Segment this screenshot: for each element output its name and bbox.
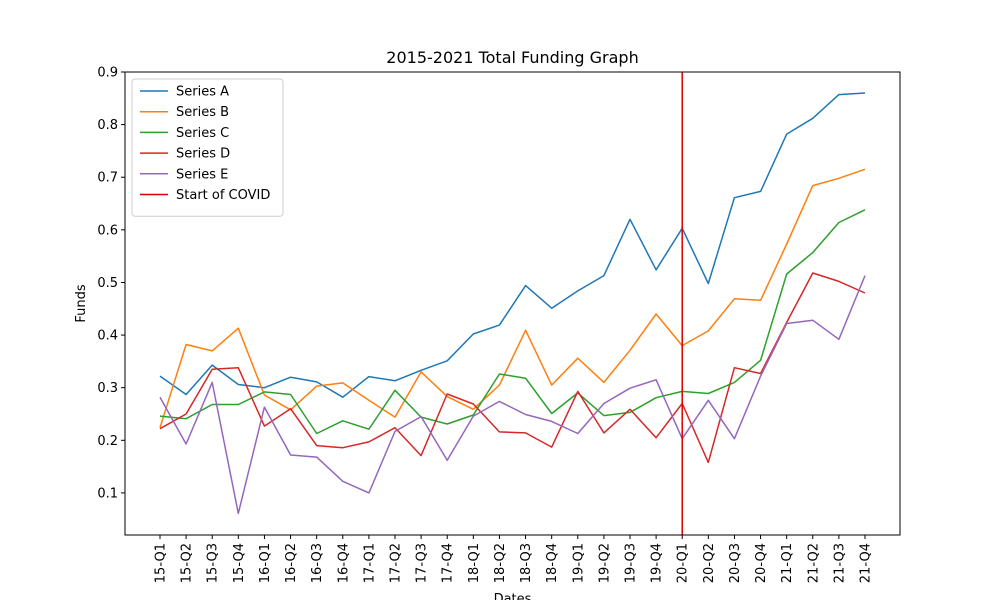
x-tick-label: 15-Q3 bbox=[206, 543, 221, 583]
x-tick-label: 21-Q4 bbox=[859, 543, 874, 583]
y-tick-label: 0.6 bbox=[97, 223, 118, 238]
y-tick-label: 0.1 bbox=[97, 486, 118, 501]
x-tick-label: 15-Q4 bbox=[232, 543, 247, 583]
x-tick-label: 19-Q4 bbox=[650, 543, 665, 583]
x-tick-label: 17-Q2 bbox=[389, 543, 404, 583]
legend-box bbox=[131, 78, 284, 217]
x-tick-label: 21-Q2 bbox=[806, 543, 821, 583]
x-tick-label: 20-Q1 bbox=[676, 543, 691, 583]
y-axis: 0.1 0.2 0.3 0.4 0.5 0.6 0.7 0.8 0.9 bbox=[97, 66, 125, 501]
x-tick-label: 15-Q1 bbox=[154, 543, 169, 583]
legend-label: Series B bbox=[176, 105, 229, 120]
y-tick-label: 0.5 bbox=[97, 276, 118, 291]
x-tick-label: 19-Q1 bbox=[571, 543, 586, 583]
chart-title: 2015-2021 Total Funding Graph bbox=[386, 48, 638, 67]
x-tick-label: 17-Q1 bbox=[362, 543, 377, 583]
legend-label: Series E bbox=[176, 167, 228, 182]
legend-label: Series C bbox=[176, 126, 229, 141]
x-axis: 15-Q1 15-Q2 15-Q3 15-Q4 16-Q1 16-Q2 16-Q3 16-Q4… bbox=[154, 535, 874, 583]
x-tick-label: 19-Q2 bbox=[597, 543, 612, 583]
y-tick-label: 0.2 bbox=[97, 434, 118, 449]
series-line-series-d bbox=[159, 272, 866, 464]
plot-area bbox=[159, 72, 866, 535]
axes-frame bbox=[124, 71, 901, 536]
legend-label: Start of COVID bbox=[176, 188, 270, 203]
x-tick-label: 16-Q3 bbox=[310, 543, 325, 583]
x-tick-label: 18-Q2 bbox=[493, 543, 508, 583]
y-axis-label: Funds bbox=[74, 284, 89, 322]
x-tick-label: 17-Q4 bbox=[441, 543, 456, 583]
x-tick-label: 15-Q2 bbox=[180, 543, 195, 583]
legend-label: Series D bbox=[176, 147, 230, 162]
x-tick-label: 20-Q3 bbox=[728, 543, 743, 583]
y-tick-label: 0.7 bbox=[97, 171, 118, 186]
legend-label: Series A bbox=[176, 85, 229, 100]
series-line-series-b bbox=[159, 168, 866, 428]
y-tick-label: 0.9 bbox=[97, 66, 118, 81]
x-tick-label: 16-Q4 bbox=[336, 543, 351, 583]
series-line-series-a bbox=[159, 92, 866, 398]
x-tick-label: 21-Q1 bbox=[780, 543, 795, 583]
y-tick-label: 0.3 bbox=[97, 381, 118, 396]
x-tick-label: 16-Q1 bbox=[258, 543, 273, 583]
y-tick-label: 0.4 bbox=[97, 329, 118, 344]
y-tick-label: 0.8 bbox=[97, 118, 118, 133]
x-tick-label: 18-Q3 bbox=[519, 543, 534, 583]
series-line-series-c bbox=[159, 209, 866, 435]
x-tick-label: 20-Q4 bbox=[754, 543, 769, 583]
x-tick-label: 17-Q3 bbox=[415, 543, 430, 583]
x-tick-label: 21-Q3 bbox=[832, 543, 847, 583]
x-tick-label: 18-Q1 bbox=[467, 543, 482, 583]
x-tick-label: 19-Q3 bbox=[624, 543, 639, 583]
x-tick-label: 16-Q2 bbox=[284, 543, 299, 583]
x-tick-label: 18-Q4 bbox=[545, 543, 560, 583]
series-line-series-e bbox=[159, 275, 866, 515]
x-axis-label: Dates bbox=[494, 592, 532, 600]
x-tick-label: 20-Q2 bbox=[702, 543, 717, 583]
legend: Series A Series B Series C Series D Series E… bbox=[131, 78, 284, 217]
